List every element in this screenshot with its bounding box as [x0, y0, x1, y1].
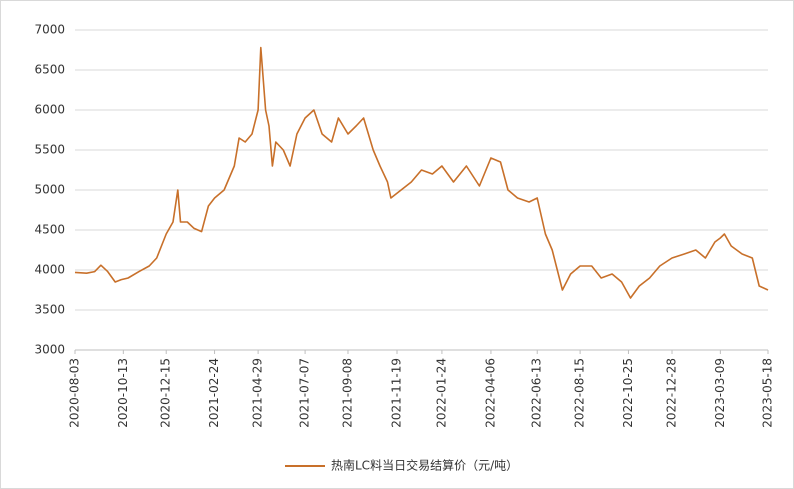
x-tick-label: 2022-10-25 — [621, 358, 635, 428]
x-tick-label: 2021-11-19 — [389, 358, 403, 428]
x-tick-label: 2022-12-28 — [665, 358, 679, 428]
x-tick-label: 2023-03-09 — [713, 358, 727, 428]
x-tick-label: 2021-04-29 — [251, 358, 265, 428]
y-tick-label: 5000 — [34, 183, 65, 197]
x-tick-label: 2022-06-13 — [530, 358, 544, 428]
x-tick-label: 2020-08-03 — [68, 358, 82, 428]
x-tick-label: 2021-07-07 — [298, 358, 312, 428]
data-line — [74, 46, 769, 299]
y-tick-label: 6000 — [34, 103, 65, 117]
x-tick-label: 2022-01-24 — [434, 358, 448, 428]
x-tick-label: 2020-12-15 — [159, 358, 173, 428]
x-tick-label: 2020-10-13 — [116, 358, 130, 428]
y-tick-label: 5500 — [34, 143, 65, 157]
y-tick-label: 7000 — [34, 23, 65, 37]
x-tick-label: 2021-09-08 — [340, 358, 354, 428]
x-tick-label: 2023-05-18 — [761, 358, 775, 428]
y-tick-label: 4000 — [34, 263, 65, 277]
x-tick-label: 2022-04-06 — [483, 358, 497, 428]
x-tick-label: 2021-02-24 — [207, 358, 221, 428]
x-tick-label: 2022-08-15 — [573, 358, 587, 428]
y-tick-label: 6500 — [34, 63, 65, 77]
legend-label: 热南LC料当日交易结算价（元/吨） — [331, 458, 518, 473]
y-tick-label: 4500 — [34, 223, 65, 237]
y-tick-label: 3500 — [34, 303, 65, 317]
y-tick-label: 3000 — [34, 343, 65, 357]
